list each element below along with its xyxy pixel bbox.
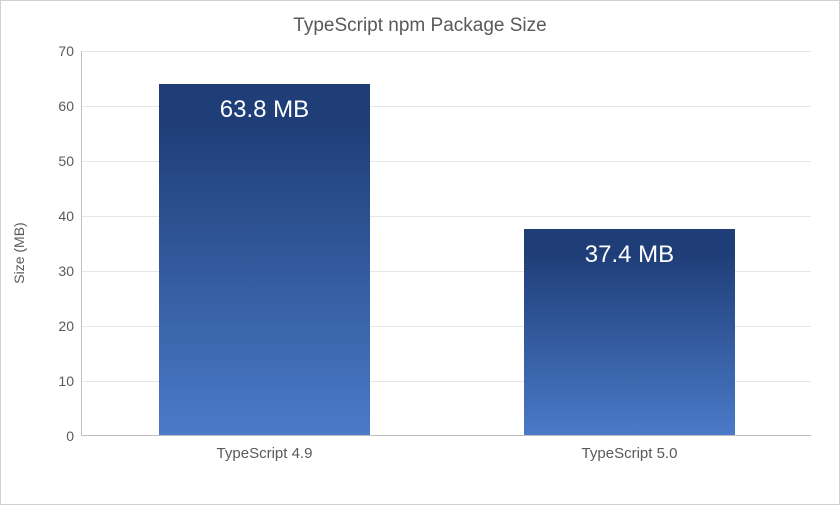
ytick-label: 20 (58, 318, 74, 334)
ytick-label: 10 (58, 373, 74, 389)
bar: 63.8 MB (159, 84, 371, 435)
ytick-label: 30 (58, 263, 74, 279)
ytick-label: 40 (58, 208, 74, 224)
gridline (82, 51, 811, 52)
chart-frame: TypeScript npm Package Size Size (MB) 01… (0, 0, 840, 505)
ytick-label: 50 (58, 153, 74, 169)
chart-title: TypeScript npm Package Size (1, 1, 839, 37)
ytick-label: 0 (66, 428, 74, 444)
xtick-label: TypeScript 5.0 (582, 445, 678, 462)
ytick-label: 60 (58, 98, 74, 114)
ytick-label: 70 (58, 43, 74, 59)
y-axis-title: Size (MB) (11, 222, 27, 283)
bar: 37.4 MB (524, 229, 736, 435)
bar-value-label: 37.4 MB (585, 241, 674, 269)
bar-value-label: 63.8 MB (220, 96, 309, 124)
plot-area: 01020304050607063.8 MBTypeScript 4.937.4… (81, 51, 811, 436)
xtick-label: TypeScript 4.9 (217, 445, 313, 462)
